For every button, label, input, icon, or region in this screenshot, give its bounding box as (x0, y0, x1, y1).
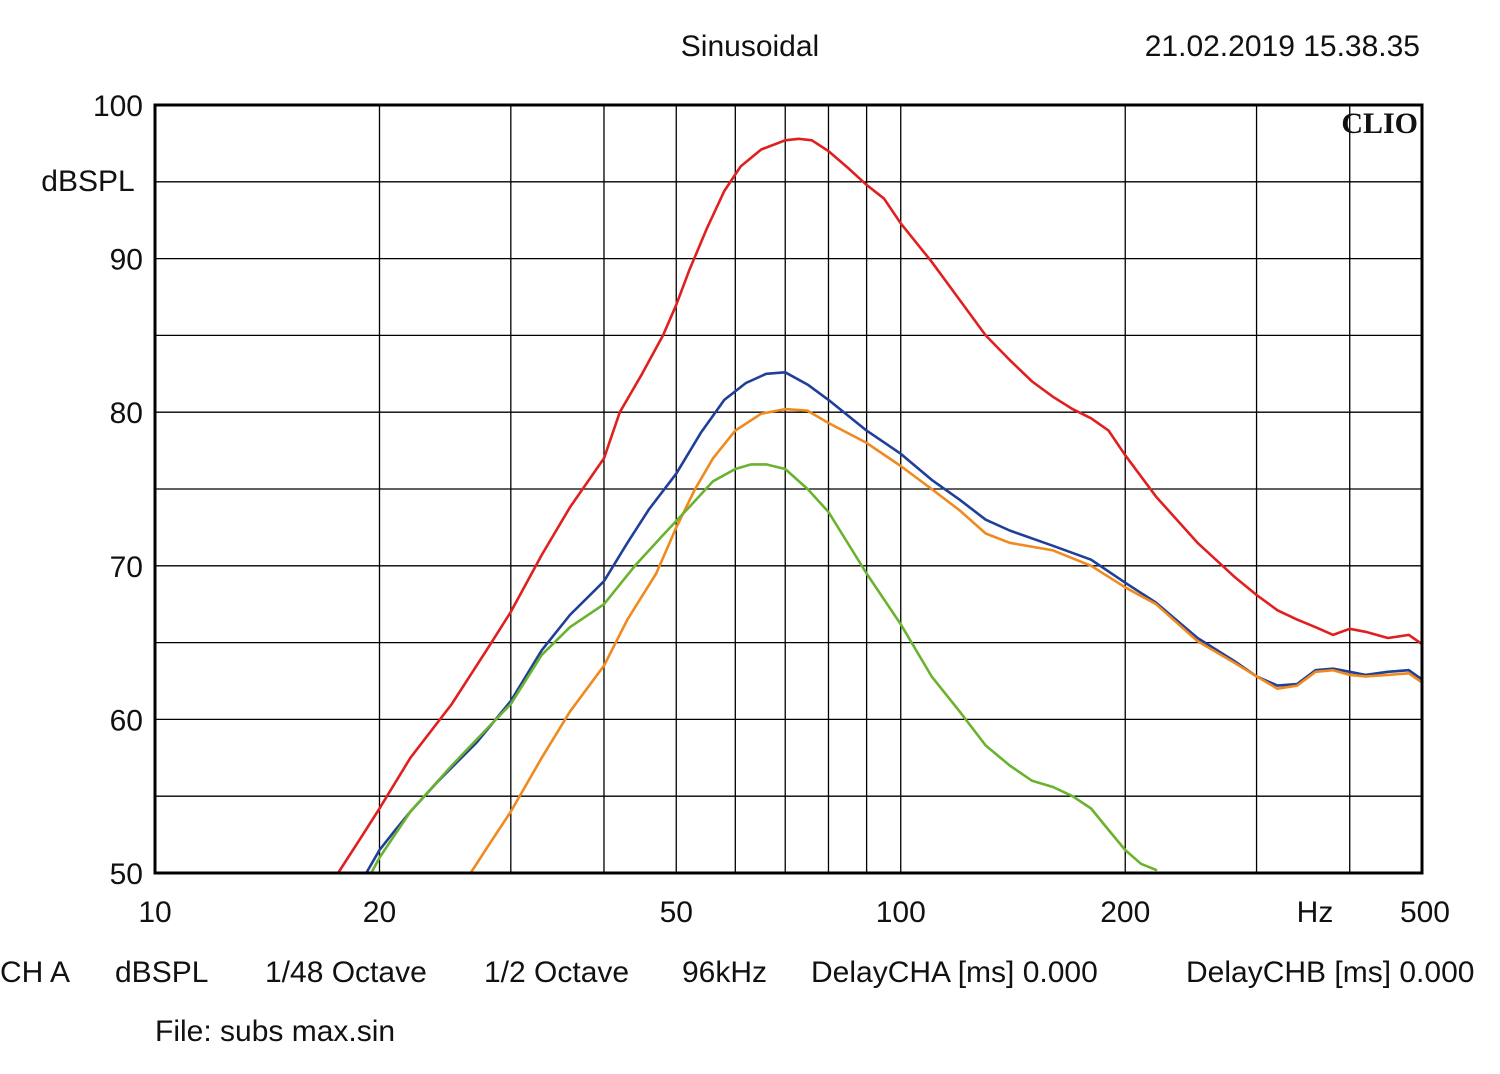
x-tick-labels: 10 20 50 100 200 500 (138, 896, 1450, 929)
setting-delay-chb: DelayCHB [ms] 0.000 (1186, 956, 1474, 989)
y-tick-label: 80 (110, 397, 143, 430)
series-group (336, 137, 1424, 875)
y-tick-labels: 100 90 80 70 60 50 (93, 90, 143, 891)
y-axis-label: dBSPL (41, 165, 134, 198)
x-tick-label: 50 (660, 896, 693, 929)
timestamp: 21.02.2019 15.38.35 (1145, 30, 1420, 63)
x-tick-label: 500 (1400, 896, 1450, 929)
setting-unit: dBSPL (115, 956, 208, 989)
setting-smoothing: 1/2 Octave (484, 956, 629, 989)
series-line-3 (469, 407, 1424, 875)
series-line-2 (364, 370, 1424, 875)
x-axis-label: Hz (1297, 896, 1334, 929)
x-tick-label: 20 (363, 896, 396, 929)
y-tick-label: 60 (110, 704, 143, 737)
setting-delay-cha: DelayCHA [ms] 0.000 (811, 956, 1098, 989)
x-tick-label: 200 (1100, 896, 1150, 929)
chart-title: Sinusoidal (681, 30, 819, 63)
setting-samplerate: 96kHz (682, 956, 767, 989)
series-line-4 (369, 463, 1158, 875)
y-tick-label: 100 (93, 90, 143, 123)
settings-line: CH A dBSPL 1/48 Octave 1/2 Octave 96kHz … (0, 956, 1474, 989)
plot-frame (153, 103, 1424, 875)
y-tick-label: 90 (110, 244, 143, 277)
y-tick-label: 70 (110, 551, 143, 584)
x-tick-label: 100 (876, 896, 926, 929)
setting-resolution: 1/48 Octave (265, 956, 427, 989)
y-tick-label: 50 (110, 858, 143, 891)
clio-logo: CLIO (1341, 107, 1418, 140)
series-line-1 (336, 137, 1424, 875)
plot-grid (155, 105, 1422, 873)
file-name: File: subs max.sin (155, 1015, 395, 1048)
setting-channel: CH A (0, 956, 70, 989)
x-tick-label: 10 (138, 896, 171, 929)
